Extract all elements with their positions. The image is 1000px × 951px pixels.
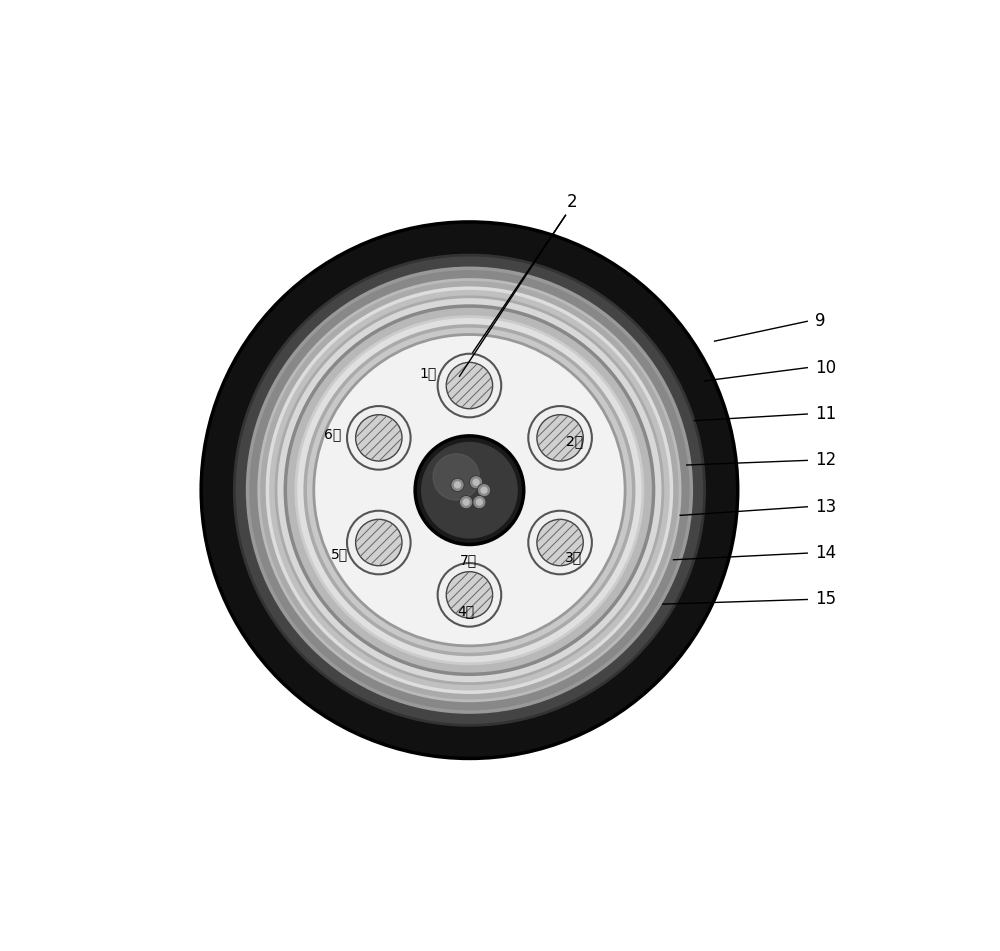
Circle shape <box>259 280 680 701</box>
Text: 3绿: 3绿 <box>565 550 582 564</box>
Circle shape <box>422 442 517 538</box>
Circle shape <box>528 406 592 470</box>
Circle shape <box>234 255 705 726</box>
Circle shape <box>473 495 486 509</box>
Text: 14: 14 <box>815 544 836 562</box>
Text: 15: 15 <box>815 591 836 609</box>
Text: 11: 11 <box>815 405 836 423</box>
Circle shape <box>248 268 691 712</box>
Circle shape <box>285 306 654 674</box>
Circle shape <box>314 335 625 646</box>
Circle shape <box>463 499 469 505</box>
Circle shape <box>347 511 411 574</box>
Circle shape <box>305 326 634 654</box>
Circle shape <box>356 519 402 566</box>
Circle shape <box>438 354 501 417</box>
Circle shape <box>537 415 583 461</box>
Text: 7光: 7光 <box>460 553 477 567</box>
Circle shape <box>477 483 491 496</box>
Text: 13: 13 <box>815 497 836 515</box>
Text: 2桔: 2桔 <box>566 435 583 448</box>
Circle shape <box>473 479 479 485</box>
Text: 1蓝: 1蓝 <box>420 366 437 380</box>
Text: 2: 2 <box>567 193 577 211</box>
Circle shape <box>481 487 487 494</box>
Circle shape <box>267 288 671 692</box>
Circle shape <box>415 436 524 545</box>
Circle shape <box>438 563 501 627</box>
Circle shape <box>451 478 464 492</box>
Circle shape <box>446 362 493 409</box>
Text: 9: 9 <box>815 312 826 330</box>
Circle shape <box>296 317 643 664</box>
Circle shape <box>476 499 482 505</box>
Circle shape <box>446 572 493 618</box>
Circle shape <box>276 297 663 684</box>
Circle shape <box>455 482 461 488</box>
Circle shape <box>469 476 483 489</box>
Circle shape <box>201 222 738 759</box>
Circle shape <box>528 511 592 574</box>
Circle shape <box>347 406 411 470</box>
Circle shape <box>460 495 473 509</box>
Text: 12: 12 <box>815 452 836 470</box>
Text: 5灰: 5灰 <box>331 548 348 561</box>
Circle shape <box>537 519 583 566</box>
Text: 4棕: 4棕 <box>458 605 475 618</box>
Text: 10: 10 <box>815 359 836 377</box>
Circle shape <box>433 454 479 500</box>
Circle shape <box>356 415 402 461</box>
Text: 6白: 6白 <box>324 428 341 441</box>
